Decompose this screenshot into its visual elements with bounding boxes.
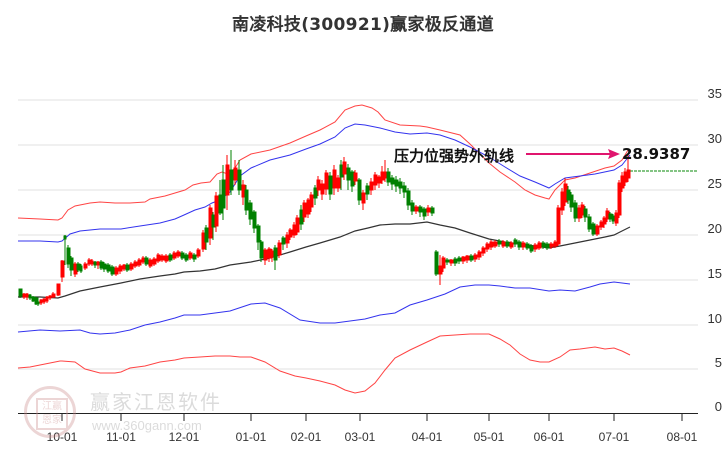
y-tick-5: 5 [715,355,722,370]
y-tick-20: 20 [708,221,722,236]
x-tick-label: 08-01 [667,430,698,444]
y-tick-25: 25 [708,176,722,191]
x-axis-labels: 10-01 11-01 12-01 01-01 02-01 03-01 04-0… [47,430,698,444]
annotation-value: 28.9387 [622,145,691,163]
y-tick-10: 10 [708,311,722,326]
x-tick-label: 06-01 [534,430,565,444]
candlesticks [18,150,631,306]
x-tick-label: 07-01 [599,430,630,444]
y-tick-0: 0 [715,399,722,414]
x-tick-label: 01-01 [236,430,267,444]
y-tick-35: 35 [708,86,722,101]
y-tick-30: 30 [708,131,722,146]
mid-line [18,221,631,299]
x-tick-label: 03-01 [345,430,376,444]
x-tick-label: 11-01 [106,430,136,444]
x-tick-label: 02-01 [291,430,322,444]
x-tick-label: 12-01 [169,430,200,444]
inner-upper-band-line [18,123,631,243]
annotation-label: 压力位强势外轨线 [394,147,515,165]
outer-upper-band-line [17,104,629,221]
y-tick-15: 15 [708,266,722,281]
x-tick-label: 05-01 [474,430,505,444]
x-axis [18,413,698,421]
x-tick-label: 10-01 [47,430,78,444]
outer-lower-band-line [17,333,631,394]
inner-lower-band-line [17,281,631,335]
x-tick-label: 04-01 [412,430,443,444]
annotation-arrow [526,149,620,159]
chart-title: 南凌科技(300921)赢家极反通道 [232,15,494,35]
y-axis-labels: 35 30 25 20 15 10 5 0 [708,86,722,414]
